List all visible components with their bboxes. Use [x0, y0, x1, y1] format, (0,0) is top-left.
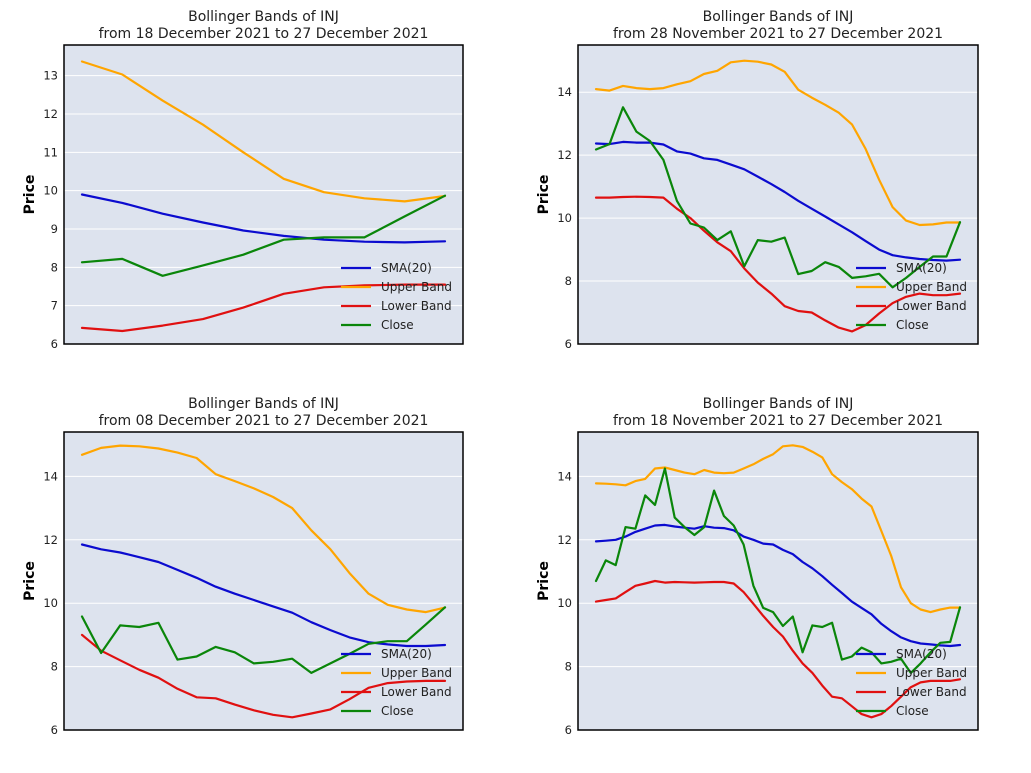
chart-title-line1: Bollinger Bands of INJ [703, 396, 854, 412]
y-axis-label: Price [536, 175, 552, 215]
legend-label-sma: SMA(20) [896, 647, 947, 661]
chart-title-line1: Bollinger Bands of INJ [703, 9, 854, 25]
y-tick-label: 14 [557, 469, 572, 483]
series-line-lower [80, 283, 447, 333]
series-line-upper [80, 60, 447, 203]
plot-frame [577, 44, 979, 345]
y-axis-label: Price [22, 175, 38, 215]
plot-frame [63, 431, 464, 731]
series-line-lower [594, 195, 962, 333]
legend-label-lower: Lower Band [381, 299, 452, 313]
legend: SMA(20) Upper Band Lower Band Close [856, 647, 967, 718]
chart-title-line1: Bollinger Bands of INJ [188, 396, 339, 412]
y-tick-label: 6 [565, 337, 572, 351]
series-line-sma [80, 543, 447, 648]
legend-label-lower: Lower Band [381, 685, 452, 699]
y-tick-label: 12 [557, 148, 572, 162]
y-tick-label: 14 [43, 469, 58, 483]
y-tick-label: 12 [557, 533, 572, 547]
y-tick-label: 11 [43, 145, 58, 159]
chart-title-line2: from 08 December 2021 to 27 December 202… [99, 413, 429, 429]
series-line-close [80, 606, 447, 675]
y-tick-label: 10 [43, 184, 58, 198]
series-line-upper [594, 444, 962, 614]
legend-label-sma: SMA(20) [896, 261, 947, 275]
legend-label-close: Close [896, 704, 929, 718]
y-tick-label: 8 [51, 660, 58, 674]
plot-frame [63, 44, 464, 345]
y-tick-label: 8 [51, 260, 58, 274]
legend: SMA(20) Upper Band Lower Band Close [341, 261, 452, 332]
series-line-sma [594, 523, 962, 648]
y-tick-label: 7 [51, 299, 58, 313]
legend-label-upper: Upper Band [381, 280, 452, 294]
y-axis-label: Price [22, 561, 38, 601]
chart-title-line2: from 18 November 2021 to 27 December 202… [613, 413, 943, 429]
legend-label-close: Close [381, 318, 414, 332]
plot-area [64, 45, 463, 344]
legend-label-sma: SMA(20) [381, 261, 432, 275]
y-tick-label: 10 [557, 211, 572, 225]
series-line-sma [594, 140, 962, 262]
y-tick-label: 13 [43, 69, 58, 83]
chart-title-line1: Bollinger Bands of INJ [188, 9, 339, 25]
legend-label-upper: Upper Band [381, 666, 452, 680]
legend-label-sma: SMA(20) [381, 647, 432, 661]
legend-label-upper: Upper Band [896, 280, 967, 294]
y-tick-label: 9 [51, 222, 58, 236]
series-line-upper [80, 444, 447, 614]
plot-area [578, 432, 978, 730]
plot-area [578, 45, 978, 344]
legend-label-close: Close [381, 704, 414, 718]
y-tick-label: 8 [565, 660, 572, 674]
series-line-lower [80, 633, 447, 719]
chart-title-line2: from 28 November 2021 to 27 December 202… [613, 26, 943, 42]
y-tick-label: 12 [43, 107, 58, 121]
series-line-sma [80, 193, 447, 244]
legend: SMA(20) Upper Band Lower Band Close [341, 647, 452, 718]
legend-label-upper: Upper Band [896, 666, 967, 680]
series-line-lower [594, 579, 962, 719]
plot-area [64, 432, 463, 730]
y-tick-label: 6 [565, 723, 572, 737]
chart-title-line2: from 18 December 2021 to 27 December 202… [99, 26, 429, 42]
y-tick-label: 6 [51, 723, 58, 737]
legend-label-close: Close [896, 318, 929, 332]
legend-label-lower: Lower Band [896, 685, 967, 699]
legend-label-lower: Lower Band [896, 299, 967, 313]
y-tick-label: 12 [43, 533, 58, 547]
y-axis-label: Price [536, 561, 552, 601]
plot-frame [577, 431, 979, 731]
y-tick-label: 10 [43, 596, 58, 610]
series-line-upper [594, 59, 962, 227]
series-line-close [594, 467, 962, 675]
y-tick-label: 6 [51, 337, 58, 351]
y-tick-label: 14 [557, 85, 572, 99]
series-line-close [80, 194, 447, 277]
y-tick-label: 10 [557, 596, 572, 610]
legend: SMA(20) Upper Band Lower Band Close [856, 261, 967, 332]
series-line-close [594, 106, 962, 289]
y-tick-label: 8 [565, 274, 572, 288]
